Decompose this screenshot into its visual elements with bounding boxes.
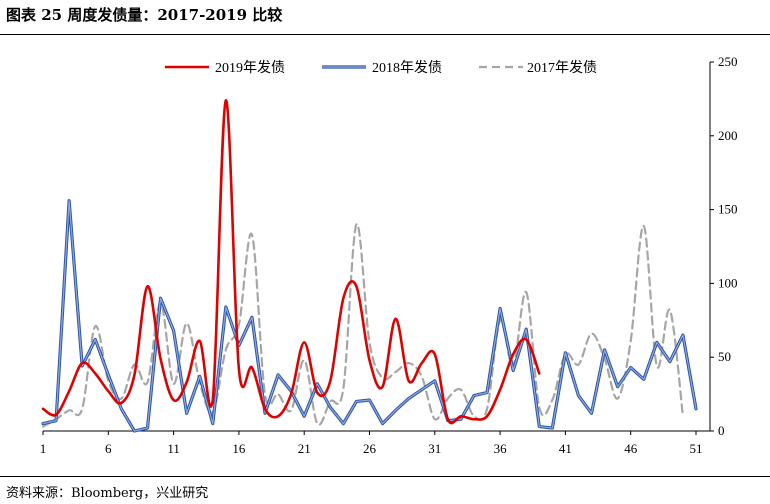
x-tick-label: 16 xyxy=(232,441,246,456)
x-tick-label: 36 xyxy=(494,441,508,456)
top-rule xyxy=(0,34,770,35)
bottom-rule xyxy=(0,476,770,477)
x-tick-label: 51 xyxy=(690,441,703,456)
x-tick-label: 6 xyxy=(105,441,112,456)
series-line-51-1 xyxy=(42,200,697,432)
y-tick-label: 150 xyxy=(718,202,738,217)
x-tick-label: 46 xyxy=(624,441,638,456)
y-tick-label: 0 xyxy=(718,423,725,438)
y-tick-label: 50 xyxy=(718,349,731,364)
x-tick-label: 31 xyxy=(428,441,441,456)
figure-title: 图表 25 周度发债量：2017-2019 比较 xyxy=(6,6,283,24)
x-tick-label: 1 xyxy=(40,441,47,456)
legend-label: 2017年发债 xyxy=(527,60,597,76)
x-tick-label: 41 xyxy=(559,441,572,456)
chart-legend: 2019年发债 2018年发债 2017年发债 xyxy=(165,60,597,76)
legend-label: 2019年发债 xyxy=(215,60,285,76)
y-tick-label: 250 xyxy=(718,54,738,69)
source-note: 资料来源：Bloomberg，兴业研究 xyxy=(6,486,209,501)
y-tick-label: 100 xyxy=(718,275,738,290)
x-tick-label: 21 xyxy=(298,441,311,456)
x-tick-label: 11 xyxy=(167,441,180,456)
series-layer xyxy=(41,99,698,433)
series-line-39-0 xyxy=(41,99,541,425)
legend-label: 2018年发债 xyxy=(372,60,442,76)
y-tick-label: 200 xyxy=(718,128,738,143)
x-tick-label: 26 xyxy=(363,441,377,456)
